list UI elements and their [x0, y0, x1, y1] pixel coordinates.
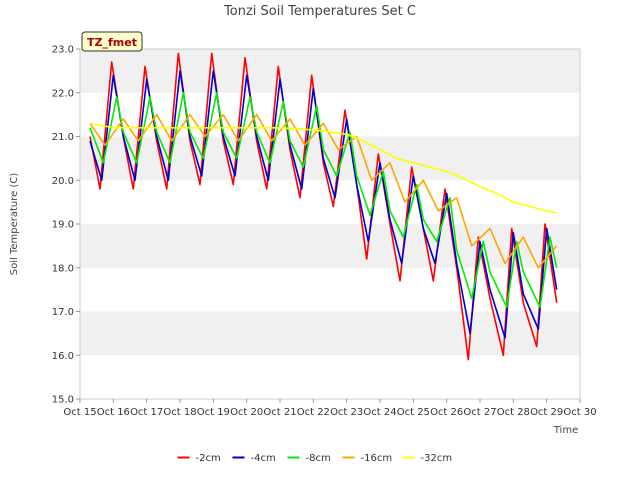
x-tick-label: Oct 18	[163, 407, 196, 418]
y-tick-label: 16.0	[52, 351, 74, 362]
series-line-4	[89, 113, 558, 269]
y-axis-ticks: 15.0 16.0 17.0 18.0 19.0 20.0 21.0 22.0 23.0	[52, 45, 80, 406]
station-badge-label: TZ_fmet	[87, 36, 137, 49]
x-tick-label: Oct 21	[263, 407, 296, 418]
y-tick-label: 20.0	[52, 176, 74, 187]
legend-label: -8cm	[306, 453, 331, 464]
grid-band	[80, 311, 580, 356]
grid-band	[80, 49, 580, 93]
x-tick-label: Oct 28	[497, 407, 530, 418]
x-tick-label: Oct 22	[297, 407, 330, 418]
station-badge: TZ_fmet	[81, 31, 143, 52]
legend: -2cm -4cm -8cm -16cm -32cm	[177, 453, 453, 464]
legend-item-3: -8cm	[287, 453, 331, 464]
series-line-3	[89, 92, 558, 308]
y-tick-label: 22.0	[52, 88, 74, 99]
legend-label: -32cm	[421, 453, 453, 464]
x-tick-label: Oct 23	[330, 407, 363, 418]
legend-item-2: -4cm	[232, 453, 276, 464]
legend-label: -4cm	[251, 453, 276, 464]
x-tick-label: Oct 24	[363, 407, 396, 418]
x-tick-label: Oct 26	[430, 407, 463, 418]
chart-title: Tonzi Soil Temperatures Set C	[223, 4, 416, 19]
x-tick-label: Oct 19	[197, 407, 230, 418]
x-tick-label: Oct 17	[130, 407, 163, 418]
series-lines	[89, 52, 558, 361]
y-axis-label: Soil Temperature (C)	[9, 173, 20, 276]
y-tick-label: 23.0	[52, 45, 74, 56]
x-tick-label: Oct 29	[530, 407, 563, 418]
x-tick-label: Oct 15	[63, 407, 96, 418]
series-line-1	[89, 52, 558, 361]
legend-label: -2cm	[196, 453, 221, 464]
x-axis-ticks: Oct 15 Oct 16 Oct 17 Oct 18 Oct 19 Oct 20 Oct …	[63, 399, 597, 418]
x-tick-label: Oct 30	[563, 407, 596, 418]
station-badge-box	[81, 31, 143, 52]
legend-item-4: -16cm	[342, 453, 393, 464]
y-tick-label: 17.0	[52, 307, 74, 318]
legend-item-5: -32cm	[402, 453, 453, 464]
x-tick-label: Oct 25	[397, 407, 430, 418]
x-tick-label: Oct 27	[463, 407, 496, 418]
grid-band	[80, 224, 580, 268]
x-tick-label: Oct 20	[230, 407, 263, 418]
y-tick-label: 15.0	[52, 395, 74, 406]
legend-item-1: -2cm	[177, 453, 221, 464]
grid-band	[80, 136, 580, 181]
series-line-2	[89, 70, 558, 339]
series-line-5	[89, 122, 557, 214]
x-tick-label: Oct 16	[97, 407, 130, 418]
x-axis-label: Time	[553, 425, 578, 436]
y-tick-label: 18.0	[52, 263, 74, 274]
y-tick-label: 21.0	[52, 132, 74, 143]
y-tick-label: 19.0	[52, 220, 74, 231]
grid-bands	[80, 49, 580, 356]
legend-label: -16cm	[361, 453, 393, 464]
